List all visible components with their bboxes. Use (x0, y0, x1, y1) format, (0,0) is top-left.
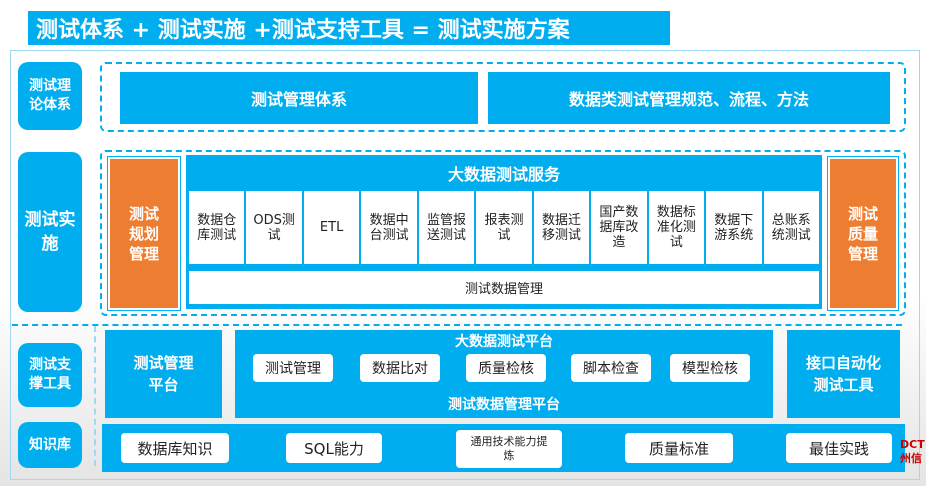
theory-box-management: 测试管理体系 (120, 72, 478, 124)
side-label-theory: 测试理论体系 (18, 62, 82, 130)
platform-item-data-compare: 数据比对 (360, 354, 440, 382)
tools-vertical-divider (94, 326, 96, 466)
service-cell: ODS测试 (246, 191, 302, 264)
service-cell: 国产数据库改造 (591, 191, 647, 264)
knowledge-general-tech: 通用技术能力提炼 (456, 430, 562, 468)
service-cell: 数据中台测试 (361, 191, 417, 264)
implementation-frame (100, 150, 906, 316)
service-title: 大数据测试服务 (447, 165, 560, 184)
tools-divider (12, 324, 902, 326)
service-cells: 数据仓库测试 ODS测试 ETL 数据中台测试 监管报送测试 报表测试 数据迁移… (189, 191, 819, 264)
side-label-knowledge: 知识库 (18, 422, 82, 468)
service-cell: 监管报送测试 (418, 191, 475, 264)
test-data-management-platform: 测试数据管理平台 (448, 397, 560, 413)
service-cell: 报表测试 (476, 191, 532, 264)
quality-management: 测试质量管理 (827, 156, 899, 311)
platform-item-quality-check: 质量检核 (466, 354, 546, 382)
knowledge-sql: SQL能力 (286, 433, 382, 463)
theory-box-spec: 数据类测试管理规范、流程、方法 (488, 72, 890, 124)
planning-management: 测试规划管理 (107, 156, 181, 311)
logo: DCT 州信 (900, 438, 925, 465)
platform-item-model-check: 模型检核 (670, 354, 750, 382)
api-automation-tool: 接口自动化测试工具 (787, 330, 900, 418)
test-data-management: 测试数据管理 (189, 271, 819, 304)
platform-title: 大数据测试平台 (455, 334, 553, 350)
knowledge-db: 数据库知识 (121, 433, 229, 463)
platform-item-script-check: 脚本检查 (571, 354, 651, 382)
side-label-implementation: 测试实施 (18, 152, 82, 312)
side-label-tools: 测试支撑工具 (18, 343, 82, 407)
big-data-test-platform: 大数据测试平台 测试管理 数据比对 质量检核 脚本检查 模型检核 测试数据管理平… (235, 330, 773, 418)
service-cell: 数据仓库测试 (189, 191, 245, 264)
service-cell: 数据下游系统 (706, 191, 762, 264)
service-cell: ETL (303, 191, 360, 264)
knowledge-quality-standard: 质量标准 (625, 433, 733, 463)
service-cell: 总账系统测试 (763, 191, 819, 264)
knowledge-best-practice: 最佳实践 (786, 433, 892, 463)
service-panel: 大数据测试服务 数据仓库测试 ODS测试 ETL 数据中台测试 监管报送测试 报… (186, 155, 822, 309)
service-cell: 数据迁移测试 (533, 191, 590, 264)
theory-frame (100, 62, 906, 132)
knowledge-bar: 数据库知识 SQL能力 通用技术能力提炼 质量标准 最佳实践 (102, 424, 905, 472)
service-cell: 数据标准化测试 (648, 191, 705, 264)
test-management-platform: 测试管理平台 (105, 330, 222, 418)
page-title: 测试体系 + 测试实施 +测试支持工具 = 测试实施方案 (28, 11, 670, 45)
outer-frame (10, 50, 920, 480)
platform-item-test-management: 测试管理 (253, 354, 333, 382)
